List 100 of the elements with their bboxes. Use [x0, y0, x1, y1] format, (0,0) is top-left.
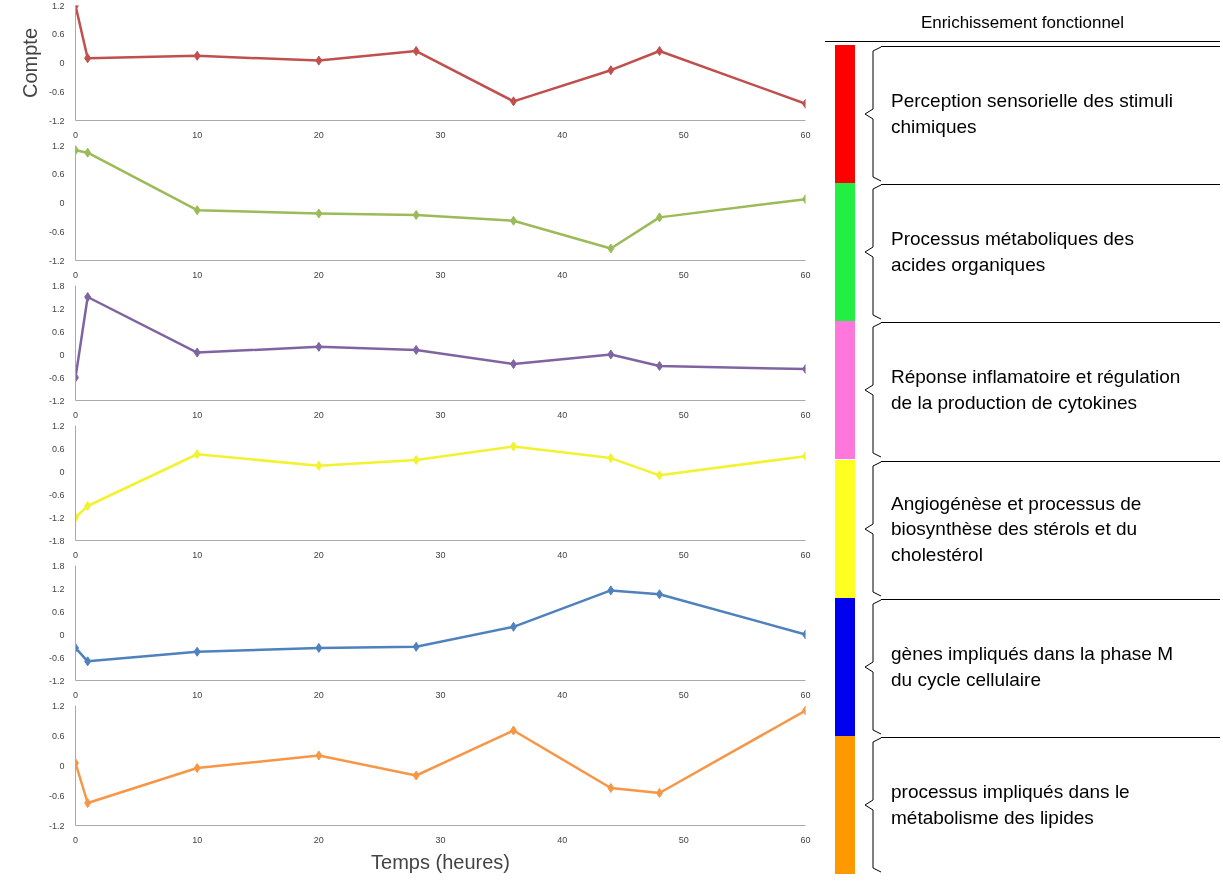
x-tick-label: 10: [192, 689, 203, 700]
x-tick-label: 40: [557, 834, 568, 845]
x-tick-label: 10: [192, 409, 203, 420]
text: Processus métaboliques des acides organiques: [891, 227, 1135, 277]
x-tick-label: 30: [435, 409, 446, 420]
y-tick-label: 1.2: [51, 140, 65, 151]
point: [607, 349, 615, 360]
y-tick-label: -0.6: [48, 652, 65, 663]
point: [656, 361, 663, 371]
x-tick-label: 60: [800, 689, 811, 700]
point: [412, 641, 420, 652]
text: Enrichissement fonctionnel: [919, 12, 1126, 34]
x-tick-label: 50: [678, 409, 689, 420]
x-tick-label: 10: [192, 129, 203, 140]
point: [607, 783, 615, 793]
x-tick-label: 30: [435, 689, 446, 700]
y-tick-label: 0.6: [51, 730, 65, 741]
point: [315, 750, 323, 761]
y-tick-label: 1.2: [51, 303, 65, 314]
y-tick-label: 1.2: [51, 700, 65, 711]
point: [412, 344, 420, 355]
x-tick-label: 40: [557, 689, 568, 700]
y-tick-label: -1.2: [48, 115, 65, 126]
x-tick-label: 30: [435, 834, 446, 845]
x-tick-label: 40: [557, 269, 568, 280]
point: [84, 147, 92, 158]
text: Perception sensorielle des stimuli chimiques: [891, 89, 1174, 139]
y-tick-label: 0.6: [51, 29, 65, 40]
point: [412, 455, 420, 465]
x-tick-label: 40: [557, 549, 568, 560]
y-axis-title: Compte: [18, 27, 41, 99]
x-tick-label: 10: [192, 834, 203, 845]
point: [412, 770, 420, 781]
point: [84, 798, 92, 808]
point: [607, 585, 615, 596]
point: [84, 501, 92, 511]
point: [193, 205, 201, 216]
y-tick-label: -1.2: [48, 255, 65, 266]
point: [656, 788, 663, 798]
y-tick-label: 0: [59, 58, 65, 68]
y-tick-label: 1.2: [51, 583, 65, 594]
y-tick-label: -1.2: [48, 675, 65, 686]
y-tick-label: -0.6: [48, 489, 65, 500]
x-tick-label: 0: [73, 689, 79, 700]
point: [607, 453, 615, 464]
y-tick-label: -0.6: [48, 86, 65, 97]
point: [84, 53, 92, 64]
point: [412, 46, 420, 57]
y-tick-label: 1.2: [51, 420, 65, 431]
x-tick-label: 30: [435, 269, 446, 280]
y-tick-label: 0.6: [51, 606, 65, 617]
point: [84, 292, 92, 302]
y-tick-label: -0.6: [48, 372, 65, 383]
x-tick-label: 20: [313, 549, 324, 560]
y-tick-label: 0: [59, 349, 65, 360]
x-tick-label: 20: [313, 129, 324, 140]
y-tick-label: 0: [59, 466, 65, 477]
x-tick-label: 20: [313, 409, 324, 420]
point: [193, 50, 201, 61]
y-tick-label: 0: [59, 629, 65, 640]
x-tick-label: 0: [73, 409, 79, 420]
x-tick-label: 60: [800, 269, 811, 280]
point: [315, 642, 323, 653]
y-tick-label: 0.6: [51, 326, 65, 337]
x-tick-label: 10: [192, 269, 203, 280]
point: [412, 209, 420, 220]
y-tick-label: -1.2: [48, 820, 65, 831]
x-tick-label: 60: [800, 409, 811, 420]
point: [193, 646, 201, 657]
x-tick-label: 50: [678, 129, 689, 140]
x-tick-label: 60: [800, 549, 811, 560]
x-tick-label: 50: [678, 689, 689, 700]
x-tick-label: 40: [557, 129, 568, 140]
y-tick-label: 0: [59, 760, 65, 771]
x-axis-title: Temps (heures): [371, 850, 510, 873]
x-tick-label: 40: [557, 409, 568, 420]
x-tick-label: 50: [678, 834, 689, 845]
point: [607, 243, 615, 254]
y-tick-label: -0.6: [48, 790, 65, 801]
x-tick-label: 0: [73, 549, 79, 560]
x-tick-label: 30: [435, 549, 446, 560]
text: Angiogénèse et processus de biosynthèse des stérols et du cholestérol: [891, 491, 1143, 567]
y-tick-label: 0: [59, 198, 65, 208]
text: Réponse inflamatoire et régulation de la production de cytokines: [891, 365, 1182, 415]
y-tick-label: -1.2: [48, 395, 65, 406]
x-tick-label: 0: [73, 269, 79, 280]
point: [315, 341, 323, 352]
point: [607, 65, 615, 76]
x-tick-label: 50: [678, 269, 689, 280]
y-tick-label: 0.6: [51, 443, 65, 454]
x-tick-label: 20: [313, 689, 324, 700]
x-tick-label: 20: [313, 269, 324, 280]
y-tick-label: 1.2: [51, 0, 65, 11]
x-tick-label: 0: [73, 129, 79, 140]
point: [193, 347, 201, 358]
x-tick-label: 20: [313, 834, 324, 845]
y-tick-label: -0.6: [48, 226, 65, 237]
x-tick-label: 0: [73, 834, 79, 845]
y-tick-label: 1.8: [51, 280, 65, 291]
y-tick-label: 0.6: [51, 169, 65, 180]
